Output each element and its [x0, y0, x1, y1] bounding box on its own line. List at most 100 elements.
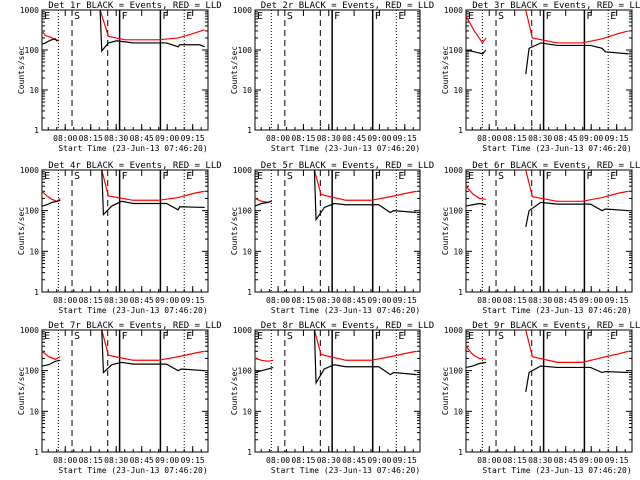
x-tick-label: 08:00 — [266, 134, 290, 143]
marker-label: F — [375, 171, 381, 182]
marker-label: F — [586, 171, 592, 182]
events-rate-line — [313, 329, 417, 385]
detector-panel-3: Det 3r BLACK = Events, RED = LLD 1 10 100 10… — [441, 1, 640, 153]
events-rate-line — [525, 42, 629, 75]
marker-label: F — [162, 11, 168, 22]
lld-rate-line — [465, 345, 487, 360]
y-tick-label: 10 — [453, 407, 463, 416]
y-tick-label: 10 — [453, 86, 463, 95]
marker-label: S — [498, 171, 504, 182]
x-tick-label: 09:15 — [605, 456, 629, 465]
y-tick-label: 1000 — [20, 6, 39, 15]
events-rate-line — [101, 329, 205, 374]
detector-panel-6: Det 6r BLACK = Events, RED = LLD 1 10 100 10… — [441, 161, 640, 315]
corner-label: E — [468, 11, 474, 22]
x-tick-label: 08:45 — [554, 134, 578, 143]
y-tick-label: 100 — [25, 367, 40, 376]
corner-label: E — [257, 331, 263, 342]
events-rate-line — [525, 365, 629, 393]
x-axis-label: Start Time (23-Jun-13 07:46:20) — [271, 466, 420, 475]
y-tick-label: 1000 — [233, 6, 252, 15]
detector-panel-9: Det 9r BLACK = Events, RED = LLD 1 10 100 10… — [441, 321, 640, 475]
x-tick-label: 08:45 — [342, 296, 366, 305]
marker-label: E — [610, 171, 616, 182]
marker-label: F — [586, 11, 592, 22]
marker-label: F — [546, 11, 552, 22]
x-tick-label: 08:45 — [342, 134, 366, 143]
y-axis-label: Counts/sec — [17, 46, 26, 94]
marker-label: F — [122, 11, 128, 22]
y-tick-label: 1000 — [233, 166, 252, 175]
y-axis-label: Counts/sec — [230, 46, 239, 94]
lld-rate-line — [465, 185, 487, 200]
marker-label: S — [74, 171, 80, 182]
x-tick-label: 08:45 — [554, 456, 578, 465]
y-tick-label: 1 — [458, 288, 463, 297]
plot-frame — [41, 9, 209, 131]
x-tick-label: 08:45 — [342, 456, 366, 465]
lld-rate-line — [313, 329, 417, 361]
plot-frame — [465, 329, 633, 453]
panel-title: Det 7r BLACK = Events, RED = LLD — [48, 321, 221, 331]
y-tick-label: 100 — [449, 207, 464, 216]
x-tick-label: 08:30 — [528, 456, 552, 465]
y-tick-label: 1000 — [20, 166, 39, 175]
plot-frame — [254, 9, 421, 131]
x-tick-label: 08:30 — [104, 296, 128, 305]
x-tick-label: 08:45 — [130, 296, 154, 305]
marker-label: F — [334, 11, 340, 22]
panel-title: Det 2r BLACK = Events, RED = LLD — [261, 1, 434, 11]
panel-title: Det 8r BLACK = Events, RED = LLD — [261, 321, 434, 331]
events-rate-line — [465, 49, 487, 55]
plot-frame — [465, 169, 633, 293]
plot-frame — [465, 9, 633, 131]
marker-label: F — [586, 331, 592, 342]
y-tick-label: 1000 — [444, 166, 463, 175]
marker-label: F — [546, 171, 552, 182]
marker-label: F — [334, 331, 340, 342]
x-tick-label: 09:00 — [367, 456, 391, 465]
x-axis-label: Start Time (23-Jun-13 07:46:20) — [482, 144, 631, 153]
y-tick-label: 10 — [242, 247, 252, 256]
y-tick-label: 10 — [242, 407, 252, 416]
x-tick-label: 09:15 — [393, 134, 417, 143]
y-tick-label: 1 — [458, 126, 463, 135]
plot-frame — [254, 329, 421, 453]
corner-label: E — [257, 11, 263, 22]
y-tick-label: 1 — [34, 288, 39, 297]
x-tick-label: 09:00 — [367, 296, 391, 305]
plot-frame — [41, 329, 209, 453]
x-tick-label: 09:15 — [393, 296, 417, 305]
lld-rate-line — [101, 329, 205, 361]
x-tick-label: 08:15 — [503, 296, 527, 305]
detector-panel-2: Det 2r BLACK = Events, RED = LLD 1 10 100 10… — [230, 1, 434, 153]
x-tick-label: 08:30 — [104, 456, 128, 465]
lld-rate-line — [525, 9, 629, 44]
x-tick-label: 08:15 — [291, 134, 315, 143]
detector-panel-8: Det 8r BLACK = Events, RED = LLD 1 10 100 10… — [230, 321, 434, 475]
x-tick-label: 08:30 — [317, 456, 341, 465]
lld-rate-line — [525, 169, 629, 202]
x-tick-label: 09:00 — [155, 134, 179, 143]
lld-rate-line — [525, 329, 629, 363]
marker-label: F — [546, 331, 552, 342]
x-tick-label: 08:15 — [79, 456, 103, 465]
marker-label: S — [498, 11, 504, 22]
y-tick-label: 1 — [34, 448, 39, 457]
marker-label: F — [162, 331, 168, 342]
x-tick-label: 09:00 — [579, 296, 603, 305]
events-rate-line — [254, 200, 272, 207]
corner-label: E — [468, 171, 474, 182]
x-tick-label: 08:00 — [477, 456, 501, 465]
panel-title: Det 1r BLACK = Events, RED = LLD — [48, 1, 221, 11]
y-axis-label: Counts/sec — [230, 367, 239, 415]
marker-label: S — [287, 11, 293, 22]
x-tick-label: 08:00 — [53, 456, 77, 465]
detector-panel-7: Det 7r BLACK = Events, RED = LLD 1 10 100 10… — [17, 321, 222, 475]
events-rate-line — [465, 361, 487, 369]
x-axis-label: Start Time (23-Jun-13 07:46:20) — [58, 306, 207, 315]
x-tick-label: 08:45 — [554, 296, 578, 305]
events-rate-line — [99, 9, 205, 53]
x-tick-label: 08:15 — [503, 456, 527, 465]
